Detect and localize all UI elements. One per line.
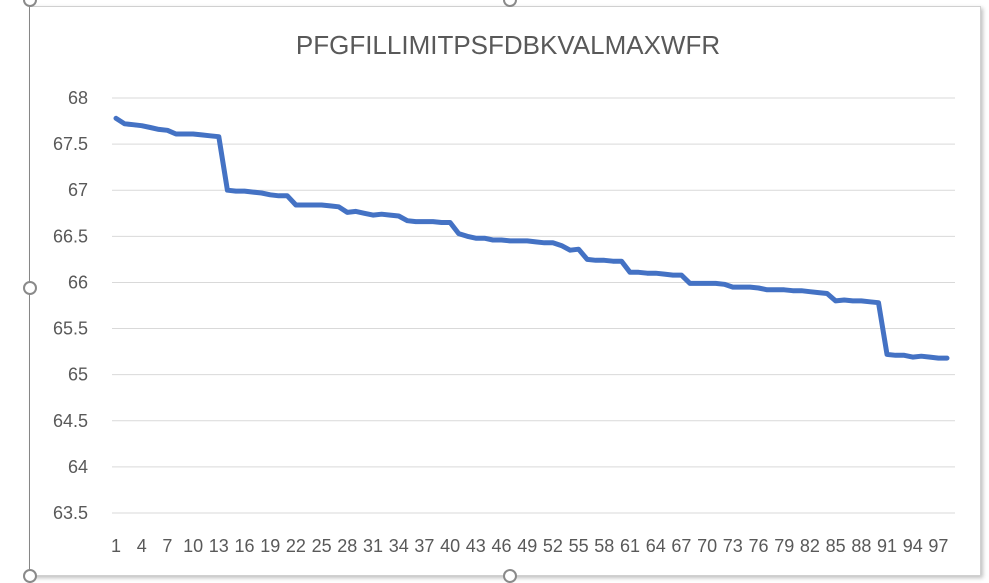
x-tick-label: 7 [162, 536, 172, 556]
x-tick-label: 34 [389, 536, 409, 556]
x-tick-label: 55 [569, 536, 589, 556]
series-layer [113, 115, 950, 361]
x-tick-label: 25 [312, 536, 332, 556]
y-tick-label: 66.5 [53, 226, 88, 246]
x-tick-label: 67 [671, 536, 691, 556]
resize-handle-top-middle[interactable] [503, 0, 517, 7]
x-tick-label: 37 [414, 536, 434, 556]
x-tick-label: 43 [466, 536, 486, 556]
gridlines [112, 97, 955, 514]
x-tick-label: 10 [183, 536, 203, 556]
x-tick-label: 61 [620, 536, 640, 556]
x-tick-label: 64 [646, 536, 666, 556]
y-tick-label: 65 [68, 365, 88, 385]
x-tick-label: 46 [491, 536, 511, 556]
resize-handle-bottom-middle[interactable] [503, 569, 517, 583]
y-tick-label: 64.5 [53, 411, 88, 431]
x-tick-label: 40 [440, 536, 460, 556]
y-tick-label: 67.5 [53, 134, 88, 154]
x-tick-label: 85 [826, 536, 846, 556]
x-tick-label: 1 [111, 536, 121, 556]
x-tick-label: 4 [137, 536, 147, 556]
y-tick-label: 68 [68, 88, 88, 108]
chart-title: PFGFILLIMITPSFDBKVALMAXWFR [296, 30, 720, 60]
x-tick-label: 88 [851, 536, 871, 556]
x-tick-label: 31 [363, 536, 383, 556]
x-tick-label: 73 [723, 536, 743, 556]
x-tick-label: 79 [774, 536, 794, 556]
x-tick-label: 82 [800, 536, 820, 556]
x-tick-label: 19 [260, 536, 280, 556]
y-tick-label: 63.5 [53, 503, 88, 523]
x-tick-label: 91 [877, 536, 897, 556]
x-tick-label: 97 [928, 536, 948, 556]
y-tick-label: 66 [68, 272, 88, 292]
series-line[interactable] [113, 115, 950, 361]
resize-handle-left-middle[interactable] [23, 281, 37, 295]
resize-handle-top-left[interactable] [23, 0, 37, 7]
resize-handle-bottom-left[interactable] [23, 569, 37, 583]
x-tick-label: 22 [286, 536, 306, 556]
x-tick-label: 58 [594, 536, 614, 556]
x-tick-label: 13 [209, 536, 229, 556]
x-tick-label: 70 [697, 536, 717, 556]
y-axis-tick-labels: 63.5 64 64.5 65 65.5 66 66.5 67 67.5 68 [53, 88, 88, 523]
x-tick-label: 76 [749, 536, 769, 556]
x-axis-tick-labels: 1 4 7 10 13 16 19 22 25 28 31 34 37 40 43 46 49 52 55 58 61 6… [111, 536, 948, 556]
y-tick-label: 65.5 [53, 319, 88, 339]
y-tick-label: 67 [68, 180, 88, 200]
x-tick-label: 94 [903, 536, 923, 556]
x-tick-label: 28 [337, 536, 357, 556]
x-tick-label: 49 [517, 536, 537, 556]
x-tick-label: 52 [543, 536, 563, 556]
x-tick-label: 16 [234, 536, 254, 556]
y-tick-label: 64 [68, 457, 88, 477]
